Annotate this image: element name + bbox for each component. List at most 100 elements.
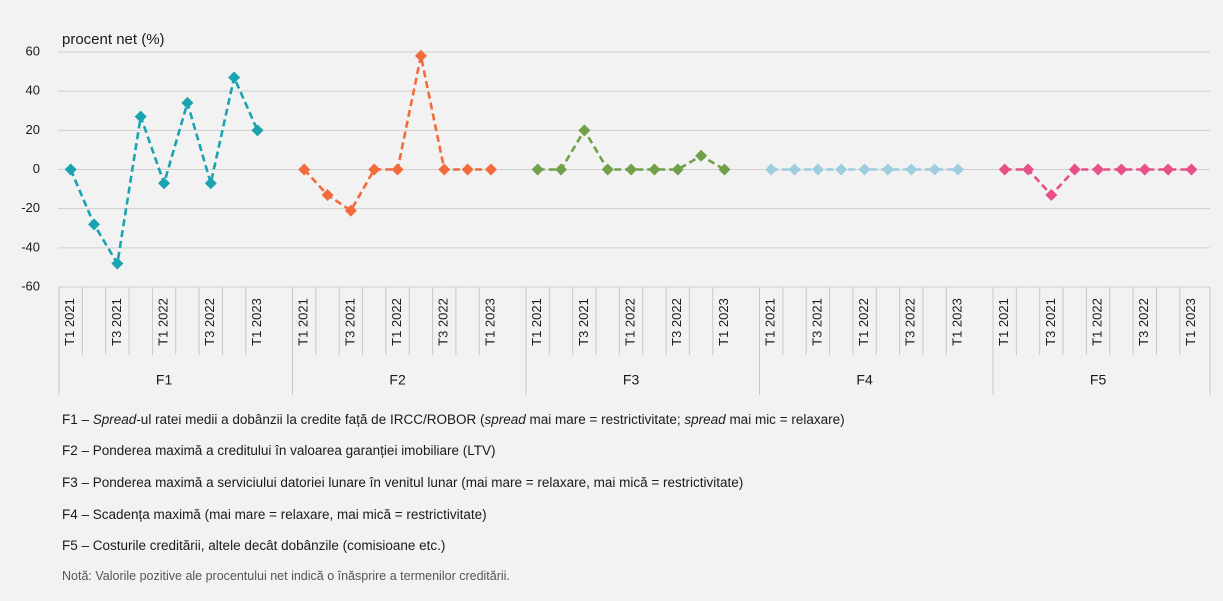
- y-tick-label: 40: [26, 83, 40, 98]
- marker: [88, 218, 101, 231]
- marker: [1022, 163, 1035, 176]
- x-tick-label: T1 2023: [1183, 298, 1198, 346]
- note: F2 – Ponderea maximă a creditului în val…: [62, 443, 496, 458]
- marker: [695, 149, 708, 162]
- note: F1 – Spread-ul ratei medii a dobânzii la…: [62, 412, 845, 427]
- footnote: Notă: Valorile pozitive ale procentului …: [62, 569, 510, 583]
- marker: [1162, 163, 1175, 176]
- x-tick-label: T1 2022: [856, 298, 871, 346]
- group-label: F1: [156, 372, 173, 388]
- marker: [858, 163, 871, 176]
- marker: [601, 163, 614, 176]
- marker: [344, 204, 357, 217]
- x-tick-label: T1 2022: [389, 298, 404, 346]
- x-tick-label: T3 2022: [1136, 298, 1151, 346]
- marker: [391, 163, 404, 176]
- x-tick-label: T1 2021: [996, 298, 1011, 346]
- marker: [648, 163, 661, 176]
- marker: [158, 177, 171, 190]
- chart: procent net (%) -60 -40 -20 0 20 40 60 T1 2021 T…: [21, 31, 1211, 395]
- group-label: F5: [1090, 372, 1107, 388]
- y-axis-label: procent net (%): [62, 31, 165, 48]
- marker: [1115, 163, 1128, 176]
- marker: [461, 163, 474, 176]
- y-tick-label: -20: [21, 200, 40, 215]
- marker: [765, 163, 778, 176]
- marker: [1045, 188, 1058, 201]
- x-tick-label: T1 2021: [296, 298, 311, 346]
- marker: [484, 163, 497, 176]
- x-tick-label: T1 2023: [249, 298, 264, 346]
- marker: [1092, 163, 1105, 176]
- marker: [531, 163, 544, 176]
- x-tick-label: T3 2021: [1043, 298, 1058, 346]
- marker: [64, 163, 77, 176]
- x-tick-label: T1 2022: [156, 298, 171, 346]
- marker: [928, 163, 941, 176]
- marker: [414, 49, 427, 62]
- y-tick-label: -60: [21, 278, 40, 293]
- note-text: spread: [684, 412, 726, 427]
- x-tick-label: T3 2021: [809, 298, 824, 346]
- marker: [438, 163, 451, 176]
- marker: [1138, 163, 1151, 176]
- note-text: Spread: [92, 412, 137, 427]
- marker: [788, 163, 801, 176]
- y-tick-label: 60: [26, 43, 40, 58]
- marker: [625, 163, 638, 176]
- note-text: mai mare = restrictivitate;: [525, 412, 685, 427]
- marker: [881, 163, 894, 176]
- marker: [578, 124, 591, 137]
- marker: [181, 96, 194, 109]
- note-text: -ul ratei medii a dobânzii la credite fa…: [136, 412, 485, 427]
- marker: [835, 163, 848, 176]
- x-tick-label: T1 2021: [763, 298, 778, 346]
- x-tick-label: T1 2023: [949, 298, 964, 346]
- marker: [321, 188, 334, 201]
- x-tick-label: T1 2021: [529, 298, 544, 346]
- note-text: mai mic = relaxare): [725, 412, 845, 427]
- note: F4 – Scadența maximă (mai mare = relaxar…: [62, 507, 487, 522]
- x-tick-label: T1 2021: [62, 298, 77, 346]
- note-text: spread: [484, 412, 526, 427]
- x-tick-label: T3 2022: [436, 298, 451, 346]
- marker: [204, 177, 217, 190]
- marker: [111, 257, 124, 270]
- group-label: F4: [856, 372, 873, 388]
- note-text: F1 –: [62, 412, 93, 427]
- x-tick-label: T1 2022: [1090, 298, 1105, 346]
- x-tick-label: T3 2022: [669, 298, 684, 346]
- series-line: [303, 55, 491, 213]
- marker: [298, 163, 311, 176]
- note: F3 – Ponderea maximă a serviciului dator…: [62, 475, 744, 490]
- x-tick-label: T3 2022: [202, 298, 217, 346]
- y-tick-label: 20: [26, 122, 40, 137]
- marker: [228, 71, 241, 84]
- marker: [998, 163, 1011, 176]
- marker: [905, 163, 918, 176]
- x-tick-label: T1 2023: [482, 298, 497, 346]
- marker: [368, 163, 381, 176]
- group-label: F3: [623, 372, 640, 388]
- marker: [134, 110, 147, 123]
- y-tick-label: -40: [21, 239, 40, 254]
- y-tick-label: 0: [33, 161, 40, 176]
- x-tick-label: T3 2021: [342, 298, 357, 346]
- x-tick-label: T3 2021: [109, 298, 124, 346]
- marker: [1185, 163, 1198, 176]
- note: F5 – Costurile creditării, altele decât …: [62, 538, 446, 553]
- marker: [718, 163, 731, 176]
- marker: [1068, 163, 1081, 176]
- group-label: F2: [389, 372, 406, 388]
- marker: [555, 163, 568, 176]
- x-tick-label: T1 2023: [716, 298, 731, 346]
- x-tick-label: T3 2022: [903, 298, 918, 346]
- x-tick-label: T3 2021: [576, 298, 591, 346]
- marker: [811, 163, 824, 176]
- marker: [951, 163, 964, 176]
- series-line: [69, 73, 259, 268]
- marker: [671, 163, 684, 176]
- marker: [251, 124, 264, 137]
- x-tick-label: T1 2022: [623, 298, 638, 346]
